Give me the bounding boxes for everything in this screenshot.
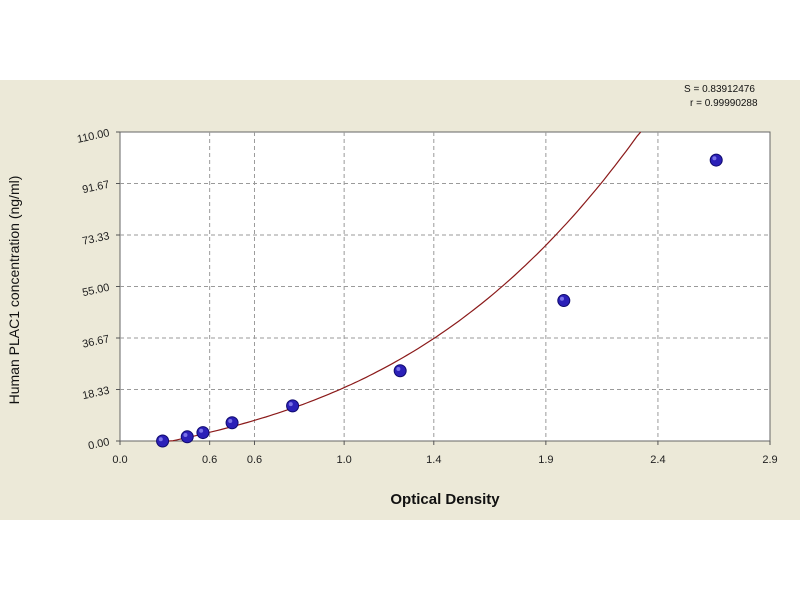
stat-r: r = 0.99990288: [690, 98, 758, 109]
grid: [120, 132, 770, 441]
y-tick-label: 110.00: [76, 127, 111, 146]
stat-s: S = 0.83912476: [684, 84, 755, 95]
data-point-highlight: [396, 366, 401, 371]
x-tick-label: 2.4: [650, 454, 665, 466]
y-axis-ticks: 0.00 18.33 36.67 55.00 73.33 91.67 110.00: [76, 127, 120, 452]
data-point: [225, 416, 239, 430]
y-tick-label: 18.33: [81, 385, 110, 402]
y-tick-label: 0.00: [87, 436, 110, 452]
x-tick-label: 0.6: [247, 454, 262, 466]
data-point: [156, 434, 170, 448]
data-point-highlight: [712, 156, 717, 161]
data-points: [156, 153, 723, 448]
y-tick-label: 73.33: [81, 230, 110, 247]
y-axis-title: Human PLAC1 concentration (ng/ml): [6, 176, 22, 405]
data-point: [196, 426, 210, 440]
x-tick-label: 0.6: [202, 454, 217, 466]
data-point: [557, 294, 571, 308]
data-point-highlight: [199, 428, 204, 433]
data-point: [709, 153, 723, 167]
x-tick-label: 2.9: [762, 454, 777, 466]
data-point: [180, 430, 194, 444]
x-tick-label: 1.0: [336, 454, 351, 466]
x-tick-label: 1.9: [538, 454, 553, 466]
data-point: [286, 399, 300, 413]
data-point-highlight: [288, 402, 293, 407]
data-point-highlight: [183, 432, 188, 437]
data-point-highlight: [158, 437, 163, 442]
y-tick-label: 55.00: [81, 282, 110, 299]
data-point-highlight: [228, 418, 233, 423]
x-axis-title: Optical Density: [390, 491, 500, 508]
y-tick-label: 36.67: [81, 333, 110, 350]
x-tick-label: 1.4: [426, 454, 441, 466]
data-point-highlight: [559, 296, 564, 301]
data-point: [393, 364, 407, 378]
x-axis-ticks: 0.0 0.6 0.6 1.0 1.4 1.9 2.4 2.9: [112, 441, 778, 466]
y-tick-label: 91.67: [81, 179, 110, 196]
x-tick-label: 0.0: [112, 454, 127, 466]
fit-curve: [158, 131, 642, 442]
